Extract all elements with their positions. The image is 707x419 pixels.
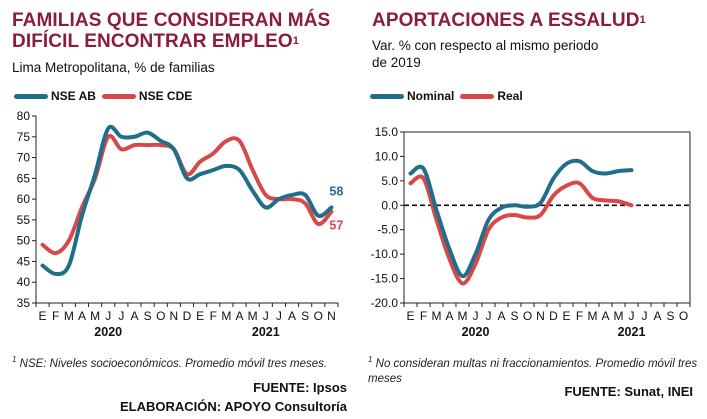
x-tick-label: J — [105, 309, 111, 323]
panel-aportaciones-essalud: APORTACIONES A ESSALUD1 Var. % con respe… — [360, 0, 707, 419]
end-label-nse-cde: 57 — [329, 219, 343, 233]
x-tick-label: M — [90, 309, 100, 323]
legend-item-nse-cde: NSE CDE — [101, 89, 192, 103]
x-tick-label: N — [170, 309, 179, 323]
year-label: 2020 — [462, 325, 490, 339]
x-tick-label: F — [52, 309, 59, 323]
footnote-left: 1 NSE: Niveles socioeconómicos. Promedio… — [12, 355, 328, 370]
x-tick-label: E — [39, 309, 47, 323]
title-line-1: FAMILIAS QUE CONSIDERAN MÁS — [12, 10, 331, 31]
x-tick-label: S — [666, 309, 674, 323]
x-tick-label: J — [629, 309, 635, 323]
source-left: FUENTE: Ipsos — [253, 380, 347, 395]
y-tick-label: 45 — [17, 254, 31, 268]
x-tick-label: J — [642, 309, 648, 323]
y-tick-label: 80 — [17, 109, 31, 123]
x-tick-label: F — [576, 309, 583, 323]
x-tick-label: J — [263, 309, 269, 323]
legend-swatch-blue — [370, 93, 404, 99]
y-tick-label: -5.0 — [377, 223, 398, 237]
y-tick-label: -20.0 — [371, 296, 399, 310]
x-tick-label: J — [118, 309, 124, 323]
legend-left: NSE AB NSE CDE — [14, 89, 198, 103]
x-tick-label: E — [406, 309, 414, 323]
y-tick-label: 75 — [17, 130, 31, 144]
y-tick-label: 70 — [17, 151, 31, 165]
y-tick-label: 15.0 — [375, 125, 399, 139]
chart-title-left: FAMILIAS QUE CONSIDERAN MÁS DIFÍCIL ENCO… — [12, 10, 330, 52]
series-line-nse-ab — [40, 124, 334, 276]
y-tick-label: 55 — [17, 213, 31, 227]
x-tick-label: O — [314, 309, 323, 323]
x-tick-label: F — [210, 309, 217, 323]
x-tick-label: A — [653, 309, 661, 323]
x-tick-label: A — [445, 309, 453, 323]
x-tick-label: E — [562, 309, 570, 323]
chart-subtitle-left: Lima Metropolitana, % de familias — [12, 60, 215, 75]
x-tick-label: E — [196, 309, 204, 323]
end-label-nse-ab: 58 — [329, 184, 343, 198]
y-tick-label: 10.0 — [375, 149, 399, 163]
x-tick-label: A — [236, 309, 244, 323]
elaboration-left: ELABORACIÓN: APOYO Consultoría — [119, 399, 347, 414]
chart-right-svg: 15.010.05.00.0-5.0-10.0-15.0-20.0E F M A M J J… — [371, 125, 691, 339]
y-tick-label: 60 — [17, 192, 31, 206]
x-tick-label: M — [458, 309, 468, 323]
x-tick-label: A — [288, 309, 296, 323]
year-label: 2021 — [618, 325, 646, 339]
x-tick-label: M — [248, 309, 258, 323]
y-tick-label: 0.0 — [381, 198, 398, 212]
legend-swatch-red — [101, 93, 136, 99]
y-tick-label: 5.0 — [381, 174, 398, 188]
x-tick-label: N — [327, 309, 336, 323]
y-tick-label: -15.0 — [371, 272, 399, 286]
x-tick-label: S — [301, 309, 309, 323]
series-line-real — [408, 174, 634, 286]
x-tick-label: O — [523, 309, 532, 323]
x-tick-label: O — [679, 309, 688, 323]
x-tick-label: M — [432, 309, 442, 323]
x-tick-label: A — [78, 309, 86, 323]
source-right: FUENTE: Sunat, INEI — [564, 384, 693, 399]
y-tick-label: 40 — [17, 275, 31, 289]
x-tick-label: O — [156, 309, 165, 323]
panel-familias-empleo: FAMILIAS QUE CONSIDERAN MÁS DIFÍCIL ENCO… — [12, 10, 347, 414]
legend-item-nse-ab: NSE AB — [14, 89, 96, 103]
x-tick-label: A — [130, 309, 138, 323]
x-tick-label: F — [420, 309, 427, 323]
chart-subtitle-right: Var. % con respecto al mismo periodo de … — [372, 38, 599, 70]
title-line-2: DIFÍCIL ENCONTRAR EMPLEO1 — [12, 31, 299, 52]
x-tick-label: A — [497, 309, 505, 323]
y-tick-label: 35 — [17, 296, 31, 310]
x-tick-label: S — [510, 309, 518, 323]
x-tick-label: J — [473, 309, 479, 323]
x-tick-label: M — [221, 309, 231, 323]
legend-swatch-blue — [14, 93, 48, 99]
legend-item-nominal: Nominal — [370, 89, 454, 103]
legend-item-real: Real — [460, 89, 523, 103]
x-tick-label: D — [549, 309, 558, 323]
x-tick-label: N — [536, 309, 545, 323]
x-tick-label: M — [588, 309, 598, 323]
x-tick-label: J — [486, 309, 492, 323]
legend-right: Nominal Real — [370, 89, 529, 103]
x-tick-label: M — [614, 309, 624, 323]
x-tick-label: A — [601, 309, 609, 323]
legend-swatch-red — [460, 93, 495, 99]
x-tick-label: D — [183, 309, 192, 323]
year-label: 2020 — [94, 325, 122, 339]
year-label: 2021 — [252, 325, 280, 339]
y-tick-label: 50 — [17, 234, 31, 248]
chart-title-right: APORTACIONES A ESSALUD1 — [372, 10, 646, 31]
x-tick-label: S — [144, 309, 152, 323]
footnote-right: 1 No consideran multas ni fraccionamient… — [368, 355, 698, 385]
x-tick-label: J — [276, 309, 282, 323]
x-tick-label: M — [64, 309, 74, 323]
y-tick-label: -10.0 — [371, 247, 399, 261]
y-tick-label: 65 — [17, 171, 31, 185]
series-line-nominal — [408, 158, 634, 279]
